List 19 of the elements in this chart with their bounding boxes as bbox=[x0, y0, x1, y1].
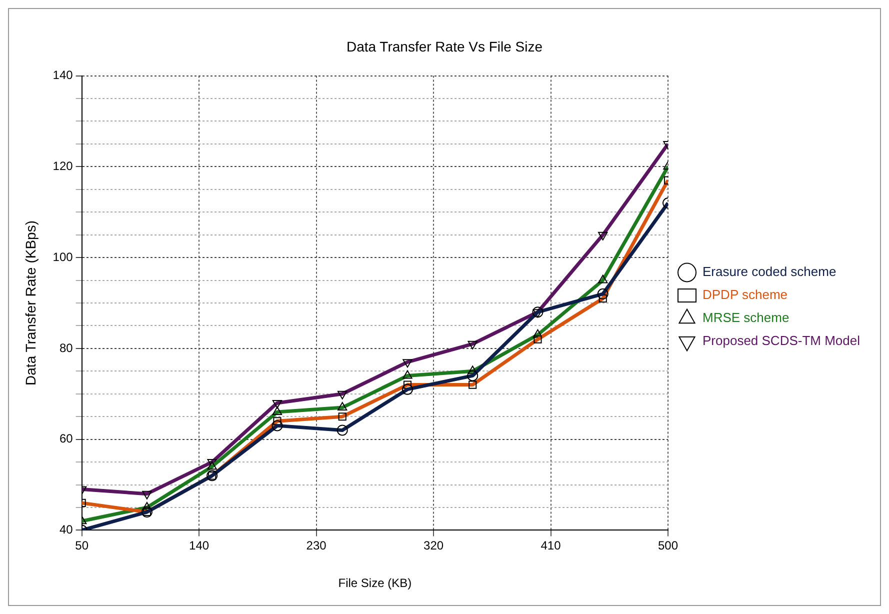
y-tick-label: 120 bbox=[52, 158, 74, 173]
y-tick-label: 140 bbox=[52, 68, 74, 82]
legend-label: MRSE scheme bbox=[702, 310, 790, 326]
x-tick-label: 50 bbox=[75, 538, 89, 553]
x-tick-label: 140 bbox=[189, 538, 210, 553]
y-tick-label: 80 bbox=[59, 340, 74, 355]
x-tick-label: 410 bbox=[540, 538, 562, 553]
x-tick-label: 230 bbox=[306, 538, 327, 553]
y-tick-label: 40 bbox=[59, 522, 74, 537]
x-tick-label: 320 bbox=[424, 538, 444, 553]
x-tick-label: 500 bbox=[658, 538, 678, 553]
y-tick-label: 100 bbox=[52, 250, 74, 264]
y-tick-label: 60 bbox=[59, 432, 74, 446]
legend-label: DPDP scheme bbox=[702, 287, 788, 302]
legend-label: Erasure coded scheme bbox=[702, 264, 836, 280]
x-axis-title: File Size (KB) bbox=[338, 576, 412, 590]
y-axis-title: Data Transfer Rate (KBps) bbox=[22, 220, 38, 386]
chart-title: Data Transfer Rate Vs File Size bbox=[346, 38, 543, 54]
legend-label: Proposed SCDS-TM Model bbox=[702, 333, 860, 348]
